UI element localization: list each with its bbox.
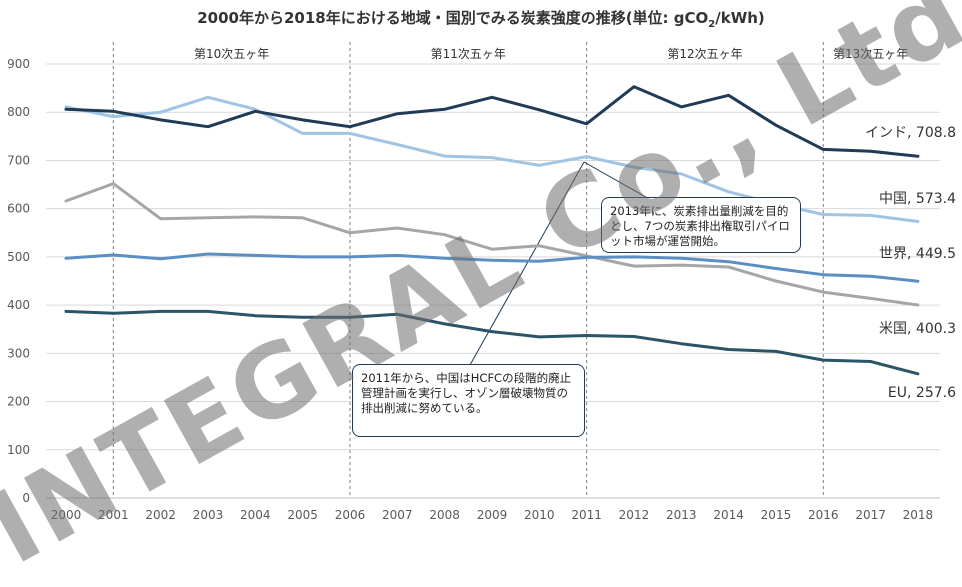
y-tick-label: 0 — [22, 491, 30, 505]
y-tick-label: 100 — [7, 443, 30, 457]
line-chart: 0 100 200 300 400 500 600 700 800 900 2000 2001 2002… — [7, 42, 956, 522]
y-tick-label: 800 — [7, 105, 30, 119]
chart-title: 2000年から2018年における地域・国別でみる炭素強度の推移(単位: gCO2… — [197, 9, 765, 30]
x-tick-label: 2009 — [477, 508, 508, 522]
x-tick-label: 2001 — [98, 508, 129, 522]
annotation-2011: 2011年から、中国はHCFCの段階的廃止管理計画を実行し、オゾン層破壊物質の排… — [352, 364, 585, 437]
x-tick-label: 2003 — [193, 508, 224, 522]
series-end-label-china: 中国, 573.4 — [879, 191, 956, 207]
x-tick-label: 2007 — [382, 508, 413, 522]
period-label: 第13次五ヶ年 — [833, 47, 908, 61]
series-line-us — [64, 182, 920, 307]
series-line-india — [64, 85, 920, 158]
period-label: 第10次五ヶ年 — [194, 47, 269, 61]
y-tick-label: 600 — [7, 202, 30, 216]
x-tick-label: 2004 — [240, 508, 271, 522]
x-tick-label: 2011 — [571, 508, 602, 522]
x-tick-label: 2006 — [335, 508, 366, 522]
x-tick-label: 2010 — [524, 508, 555, 522]
y-tick-label: 500 — [7, 250, 30, 264]
y-tick-label: 700 — [7, 153, 30, 167]
x-tick-label: 2015 — [761, 508, 792, 522]
x-tick-label: 2008 — [429, 508, 460, 522]
y-tick-label: 200 — [7, 395, 30, 409]
period-label: 第11次五ヶ年 — [431, 47, 506, 61]
annotation-2013: 2013年に、炭素排出量削減を目的とし、7つの炭素排出権取引パイロット市場が運営… — [601, 197, 801, 253]
series-line-eu — [64, 309, 920, 376]
y-tick-label: 900 — [7, 57, 30, 71]
period-label: 第12次五ヶ年 — [667, 47, 742, 61]
series-end-label-us: 米国, 400.3 — [879, 321, 956, 337]
series-line-world — [64, 252, 920, 283]
x-tick-label: 2002 — [145, 508, 176, 522]
x-tick-label: 2017 — [855, 508, 886, 522]
x-tick-label: 2012 — [619, 508, 650, 522]
series-end-label-world: 世界, 449.5 — [879, 246, 956, 262]
series-end-label-eu: EU, 257.6 — [888, 385, 956, 401]
y-tick-label: 300 — [7, 346, 30, 360]
x-tick-label: 2000 — [51, 508, 82, 522]
x-tick-label: 2013 — [666, 508, 697, 522]
x-tick-label: 2016 — [808, 508, 839, 522]
y-tick-label: 400 — [7, 298, 30, 312]
x-tick-label: 2018 — [903, 508, 934, 522]
x-tick-label: 2005 — [287, 508, 318, 522]
series-end-label-india: インド, 708.8 — [865, 125, 956, 141]
x-tick-label: 2014 — [713, 508, 744, 522]
